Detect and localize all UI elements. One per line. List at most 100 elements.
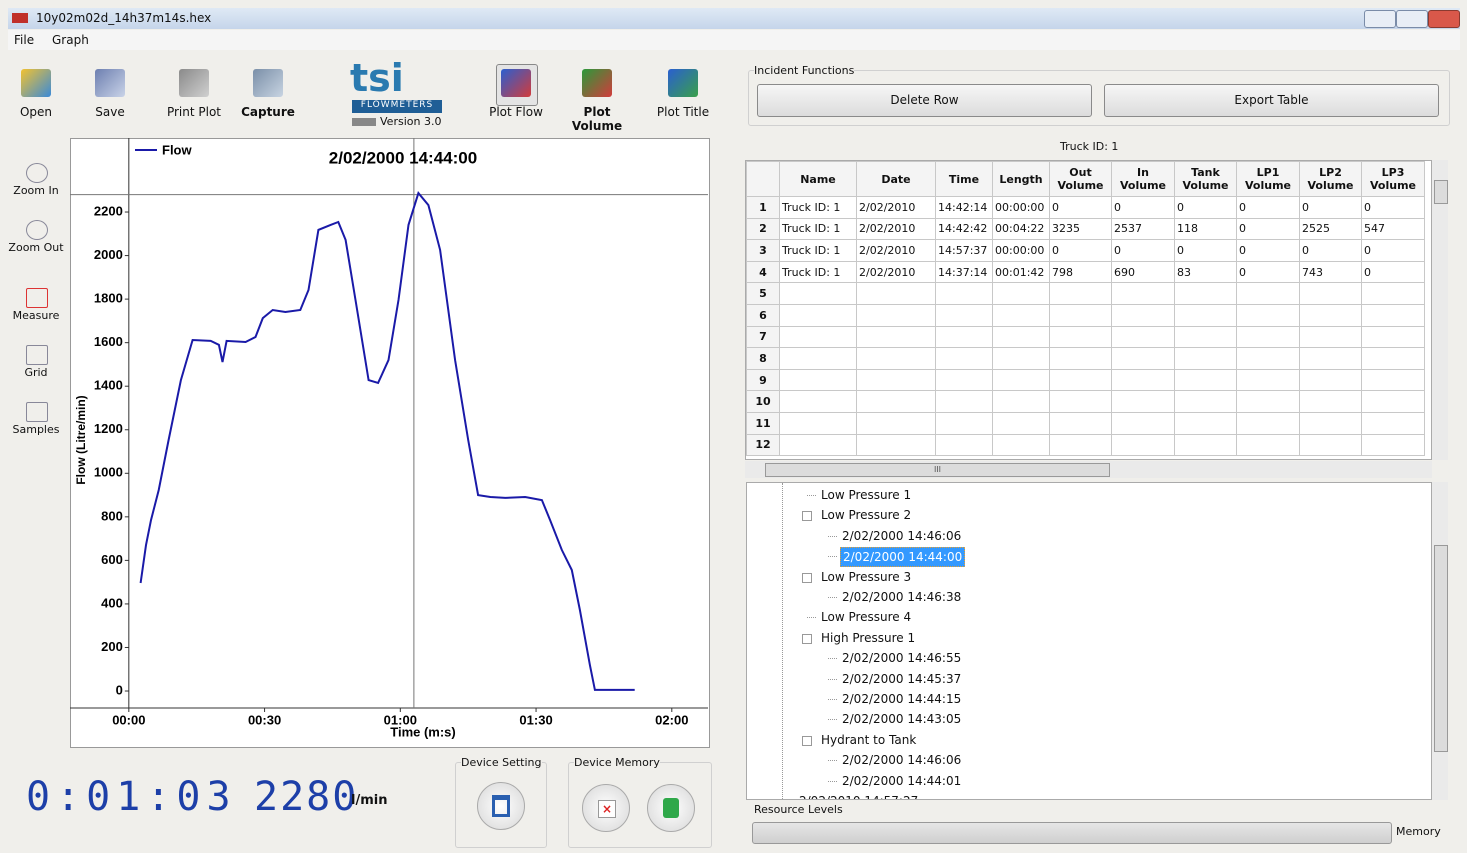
expander[interactable] [802, 511, 812, 521]
table-cell [993, 434, 1050, 456]
device-setting-button[interactable] [477, 782, 525, 830]
table-cell [780, 412, 857, 434]
table-cell: Truck ID: 1 [780, 218, 857, 240]
tree-item[interactable]: 2/02/2000 14:45:37 [840, 670, 963, 688]
table-cell: 00:00:00 [993, 197, 1050, 219]
table-cell [1112, 326, 1175, 348]
column-header[interactable]: Tank Volume [1175, 162, 1237, 197]
hscroll-thumb[interactable]: III [765, 463, 1110, 477]
table-cell: 2/02/2010 [857, 261, 936, 283]
table-cell [1362, 412, 1425, 434]
toolbar-button[interactable]: Plot Flow [478, 62, 554, 122]
table-cell [993, 283, 1050, 305]
row-header: 10 [747, 391, 780, 413]
menu-item[interactable]: File [14, 33, 34, 47]
table-cell [1237, 304, 1300, 326]
column-header[interactable]: In Volume [1112, 162, 1175, 197]
table-cell: 0 [1050, 240, 1112, 262]
column-header[interactable]: Time [936, 162, 993, 197]
side-tool[interactable]: Grid [6, 339, 66, 383]
tree-connector [828, 719, 837, 720]
tree-item[interactable]: 2/02/2010 14:57:27 [797, 792, 920, 800]
table-cell [993, 326, 1050, 348]
logo-sub: FLOWMETERS [352, 100, 442, 113]
delete-row-button[interactable]: Delete Row [757, 84, 1092, 117]
menu-bar: File Graph [8, 30, 1460, 50]
toolbar-button[interactable]: Capture [230, 62, 306, 122]
table-row[interactable]: 7 [747, 326, 1425, 348]
vscroll-thumb[interactable] [1434, 180, 1448, 204]
tree-item[interactable]: Hydrant to Tank [819, 731, 918, 749]
column-header[interactable]: Out Volume [1050, 162, 1112, 197]
tree-item[interactable]: Low Pressure 3 [819, 568, 913, 586]
side-tool[interactable]: Zoom In [6, 157, 66, 201]
tree-item[interactable]: 2/02/2000 14:46:55 [840, 649, 963, 667]
table-cell [780, 369, 857, 391]
version: Version 3.0 [380, 115, 441, 128]
tree-item[interactable]: 2/02/2000 14:44:15 [840, 690, 963, 708]
download-button[interactable] [647, 784, 695, 832]
incident-title: Incident Functions [754, 64, 854, 77]
table-cell [936, 348, 993, 370]
toolbar-label: Open [0, 105, 74, 119]
logo: tsi FLOWMETERS Version 3.0 [350, 64, 445, 132]
chart-title: 2/02/2000 14:44:00 [329, 148, 477, 167]
table-vscroll[interactable] [1432, 160, 1448, 460]
toolbar-button[interactable]: Save [72, 62, 148, 122]
menu-item[interactable]: Graph [52, 33, 89, 47]
y-tick-label: 200 [101, 639, 123, 654]
table-row[interactable]: 5 [747, 283, 1425, 305]
toolbar-button[interactable]: Plot Volume [559, 62, 635, 122]
column-header[interactable]: Length [993, 162, 1050, 197]
expander[interactable] [802, 573, 812, 583]
maximize-button[interactable] [1396, 10, 1428, 28]
tree-scroll-thumb[interactable] [1434, 545, 1448, 752]
column-header[interactable]: Date [857, 162, 936, 197]
column-header[interactable]: Name [780, 162, 857, 197]
table-row[interactable]: 10 [747, 391, 1425, 413]
table-cell [1112, 369, 1175, 391]
table-row[interactable]: 11 [747, 412, 1425, 434]
tree-item[interactable]: 2/02/2000 14:43:05 [840, 710, 963, 728]
column-header[interactable]: LP2 Volume [1300, 162, 1362, 197]
toolbar-button[interactable]: Print Plot [156, 62, 232, 122]
expander[interactable] [802, 736, 812, 746]
y-tick-label: 1600 [94, 334, 123, 349]
expander[interactable] [802, 634, 812, 644]
tree-item[interactable]: 2/02/2000 14:46:38 [840, 588, 963, 606]
tree-item[interactable]: High Pressure 1 [819, 629, 917, 647]
close-button[interactable] [1428, 10, 1460, 28]
side-tool[interactable]: Measure [6, 282, 66, 326]
row-header: 7 [747, 326, 780, 348]
tree-item[interactable]: Low Pressure 4 [819, 608, 913, 626]
export-table-button[interactable]: Export Table [1104, 84, 1439, 117]
clear-memory-button[interactable]: × [582, 784, 630, 832]
tree-item[interactable]: 2/02/2000 14:44:01 [840, 772, 963, 790]
tree-item[interactable]: Low Pressure 2 [819, 506, 913, 524]
minimize-button[interactable] [1364, 10, 1396, 28]
column-header[interactable]: LP1 Volume [1237, 162, 1300, 197]
table-row[interactable]: 12 [747, 434, 1425, 456]
tree-item[interactable]: Low Pressure 1 [819, 486, 913, 504]
side-tool[interactable]: Samples [6, 396, 66, 440]
toolbar-button[interactable]: Plot Title [645, 62, 721, 122]
column-header[interactable]: LP3 Volume [1362, 162, 1425, 197]
table-row[interactable]: 6 [747, 304, 1425, 326]
y-tick-label: 600 [101, 552, 123, 567]
table-hscroll[interactable]: III [745, 461, 1432, 478]
table-row[interactable]: 9 [747, 369, 1425, 391]
tree-item[interactable]: 2/02/2000 14:46:06 [840, 751, 963, 769]
table-row[interactable]: 8 [747, 348, 1425, 370]
tree-vscroll[interactable] [1432, 482, 1448, 800]
table-cell [936, 434, 993, 456]
side-tool[interactable]: Zoom Out [6, 214, 66, 258]
table-cell [936, 391, 993, 413]
toolbar-button[interactable]: Open [0, 62, 74, 122]
table-cell [780, 434, 857, 456]
tree-item[interactable]: 2/02/2000 14:46:06 [840, 527, 963, 545]
tree-item[interactable]: 2/02/2000 14:44:00 [840, 547, 965, 567]
